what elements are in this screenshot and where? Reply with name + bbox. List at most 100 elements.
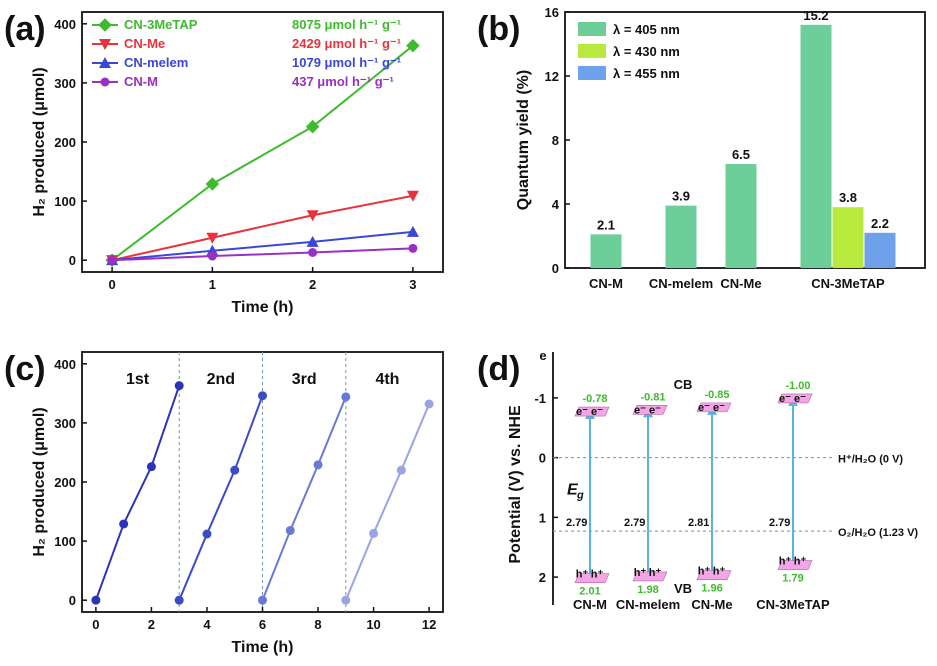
- y-tick-label: 0: [69, 253, 76, 268]
- data-point-circle: [285, 525, 295, 535]
- bar-data-label: 2.2: [871, 216, 889, 231]
- data-point-circle: [424, 399, 434, 409]
- legend-label: λ = 455 nm: [613, 66, 680, 81]
- data-point-triangle-up: [99, 57, 111, 68]
- hole-label: h⁺: [779, 556, 792, 568]
- legend-rate: 2429 μmol h⁻¹ g⁻¹: [292, 36, 401, 51]
- x-tick-label: 0: [92, 617, 99, 632]
- data-point-triangle-up: [306, 235, 319, 247]
- cb-value: -0.81: [640, 391, 665, 403]
- y-tick-label: 1: [539, 510, 546, 525]
- x-tick-label: 3: [409, 277, 416, 292]
- electron-label: e⁻: [794, 393, 806, 405]
- bar: [725, 164, 757, 268]
- data-point-circle: [258, 391, 267, 401]
- cb-plate: [696, 402, 732, 413]
- data-point-circle: [408, 243, 418, 253]
- band-gap-value: 2.81: [688, 517, 709, 529]
- data-point-triangle-down: [99, 39, 111, 50]
- bar-data-label: 6.5: [732, 147, 750, 162]
- hole-label: h⁺: [591, 569, 604, 581]
- y-axis-label: H₂ produced (μmol): [31, 67, 48, 216]
- electron-label: e⁻: [576, 406, 588, 418]
- y-tick-label: 0: [69, 593, 76, 608]
- legend-label: CN-M: [124, 74, 158, 89]
- cb-value: -0.85: [704, 389, 729, 401]
- panel-b: (b) 0 4 8 12 16 Quantum yield (%) CN-M CN-melem C…: [477, 5, 926, 291]
- cb-value: -0.78: [582, 393, 607, 405]
- panel-label-c: (c): [4, 350, 46, 388]
- panel-a: (a) 0 1 2 3 0 100 200 300 400 Time (h) H₂ produced …: [4, 10, 444, 316]
- data-point-circle: [202, 529, 212, 539]
- material-label: CN-melem: [616, 597, 680, 612]
- y-tick-label: 16: [545, 5, 559, 20]
- y-tick-label: 0: [552, 261, 559, 276]
- material-label: CN-3MeTAP: [756, 597, 830, 612]
- data-point-circle: [174, 595, 184, 605]
- hole-label: h⁺: [576, 569, 589, 581]
- electron-label: e⁻: [779, 393, 791, 405]
- material-label: CN-M: [573, 597, 607, 612]
- legend-swatch: [578, 22, 606, 36]
- legend-label: CN-melem: [124, 55, 188, 70]
- band-gap-value: 2.79: [566, 517, 587, 529]
- y-axis-label: H₂ produced (μmol): [31, 407, 48, 556]
- data-point-circle: [341, 595, 351, 605]
- data-point-circle: [396, 465, 406, 475]
- x-tick-label: 8: [314, 617, 321, 632]
- x-tick-label: 1: [209, 277, 216, 292]
- hole-label: h⁺: [698, 566, 711, 578]
- y-tick-label: 300: [54, 76, 76, 91]
- band-gap-value: 2.79: [769, 517, 790, 529]
- y-tick-label: -1: [534, 391, 546, 406]
- bar-data-label: 2.1: [597, 217, 615, 232]
- reference-label: O₂/H₂O (1.23 V): [838, 527, 918, 539]
- hole-label: h⁺: [713, 566, 726, 578]
- data-point-circle: [91, 595, 101, 605]
- data-point-circle: [146, 462, 156, 472]
- panel-d: (d) e -1 0 1 2 Potential (V) vs. NHE H⁺/H₂O (0 …: [477, 348, 918, 612]
- electron-label: e⁻: [713, 402, 725, 414]
- x-axis-label: Time (h): [232, 639, 294, 656]
- series-line: [111, 44, 414, 261]
- data-point-triangle-up: [406, 225, 419, 237]
- bar-data-label: 3.8: [839, 190, 857, 205]
- vb-plate: [574, 573, 610, 583]
- data-point-circle: [119, 519, 129, 529]
- vb-value: 1.79: [782, 573, 803, 585]
- data-point-circle: [369, 528, 379, 538]
- bar-data-label: 15.2: [803, 8, 828, 23]
- cb-plate: [574, 406, 610, 417]
- y-axis-label: Quantum yield (%): [515, 70, 532, 210]
- data-point-circle: [341, 392, 351, 402]
- cycle-line: [344, 403, 431, 601]
- vb-value: 1.98: [637, 584, 658, 596]
- cb-label: CB: [674, 377, 693, 392]
- x-tick-label: 4: [203, 617, 211, 632]
- data-point-circle: [107, 255, 117, 265]
- bar: [590, 234, 622, 268]
- data-point-circle: [258, 595, 267, 605]
- y-tick-label: 0: [539, 451, 546, 466]
- y-tick-label: 4: [552, 197, 560, 212]
- bar: [800, 24, 832, 268]
- y-tick-label: 300: [54, 416, 76, 431]
- reference-label: H⁺/H₂O (0 V): [838, 454, 903, 466]
- y-tick-label: 100: [54, 534, 76, 549]
- data-point-circle: [230, 465, 240, 475]
- hole-label: h⁺: [634, 567, 647, 579]
- legend-label: CN-3MeTAP: [124, 17, 198, 32]
- data-point-diamond: [205, 177, 220, 191]
- cycle-line: [261, 396, 347, 601]
- y-tick-label: 100: [54, 194, 76, 209]
- cycle-label: 1st: [126, 371, 150, 388]
- cb-plate: [777, 393, 813, 404]
- axis-top-label: e: [539, 348, 546, 363]
- x-tick-label: 2: [309, 277, 316, 292]
- data-point-diamond: [98, 18, 112, 32]
- vb-value: 2.01: [579, 586, 600, 598]
- x-tick-label: 12: [422, 617, 436, 632]
- series-line: [111, 194, 414, 262]
- bar: [665, 205, 697, 268]
